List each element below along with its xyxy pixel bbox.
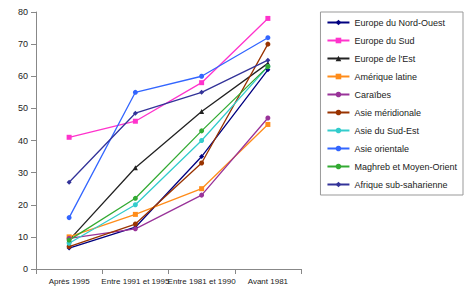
svg-text:Europe du Sud: Europe du Sud [354,36,414,46]
svg-text:40: 40 [18,136,28,146]
svg-text:Entre 1991 et 1995: Entre 1991 et 1995 [101,277,170,286]
svg-text:0: 0 [23,264,28,274]
svg-text:Avant 1981: Avant 1981 [248,277,289,286]
svg-text:Maghreb et Moyen-Orient: Maghreb et Moyen-Orient [354,162,457,172]
svg-text:10: 10 [18,232,28,242]
svg-text:Europe de l'Est: Europe de l'Est [354,54,415,64]
svg-text:50: 50 [18,103,28,113]
svg-text:Amérique latine: Amérique latine [354,72,417,82]
svg-text:30: 30 [18,168,28,178]
svg-text:Caraïbes: Caraïbes [354,90,391,100]
svg-text:60: 60 [18,71,28,81]
svg-text:80: 80 [18,7,28,17]
svg-text:Afrique sub-saharienne: Afrique sub-saharienne [354,180,447,190]
svg-text:20: 20 [18,200,28,210]
svg-text:Après 1995: Après 1995 [49,277,90,286]
svg-text:Entre 1981 et 1990: Entre 1981 et 1990 [168,277,237,286]
svg-text:Asie orientale: Asie orientale [354,144,409,154]
svg-text:70: 70 [18,39,28,49]
svg-text:Asie du Sud-Est: Asie du Sud-Est [354,126,419,136]
svg-text:Asie méridionale: Asie méridionale [354,108,421,118]
svg-text:Europe du Nord-Ouest: Europe du Nord-Ouest [354,18,445,28]
